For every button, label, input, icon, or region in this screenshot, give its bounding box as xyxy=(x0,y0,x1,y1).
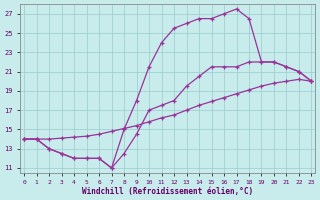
X-axis label: Windchill (Refroidissement éolien,°C): Windchill (Refroidissement éolien,°C) xyxy=(82,187,253,196)
